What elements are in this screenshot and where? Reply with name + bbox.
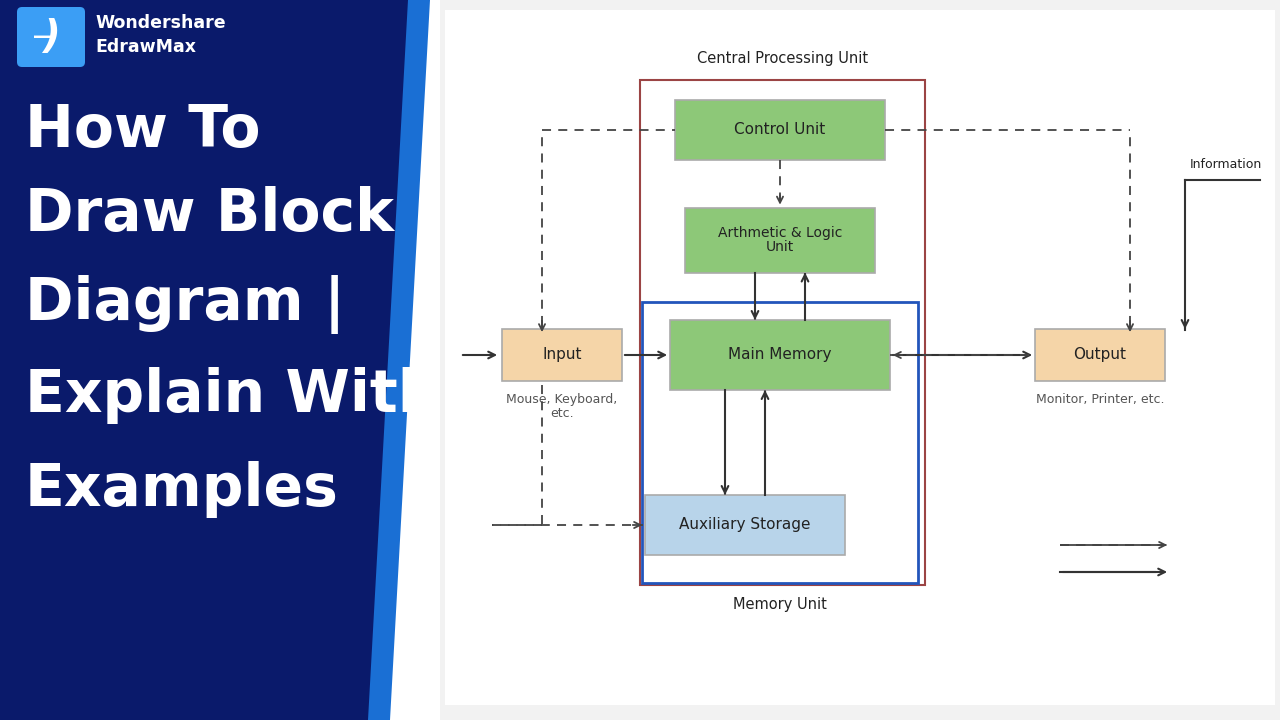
Text: Wondershare: Wondershare <box>95 14 225 32</box>
Text: How To: How To <box>26 102 261 158</box>
Bar <box>685 207 876 272</box>
Text: ): ) <box>42 18 60 56</box>
Bar <box>643 302 918 583</box>
Text: Monitor, Printer, etc.: Monitor, Printer, etc. <box>1036 393 1165 406</box>
Polygon shape <box>0 0 415 720</box>
Text: Mouse, Keyboard,: Mouse, Keyboard, <box>507 393 618 406</box>
Text: Information: Information <box>1190 158 1262 171</box>
Text: Diagram |: Diagram | <box>26 276 346 335</box>
Text: Central Processing Unit: Central Processing Unit <box>696 51 868 66</box>
Bar <box>640 80 925 585</box>
Bar <box>1036 329 1165 381</box>
Text: Output: Output <box>1074 348 1126 362</box>
Bar <box>440 0 1280 720</box>
Text: Arthmetic & Logic: Arthmetic & Logic <box>718 226 842 240</box>
Text: etc.: etc. <box>550 407 573 420</box>
Bar <box>669 320 890 390</box>
Bar <box>645 495 845 555</box>
FancyBboxPatch shape <box>17 7 84 67</box>
Text: Draw Block: Draw Block <box>26 186 394 243</box>
Text: Explain With: Explain With <box>26 366 439 423</box>
Text: —: — <box>33 27 52 47</box>
Text: Input: Input <box>543 348 581 362</box>
Bar <box>445 10 1275 705</box>
Polygon shape <box>369 0 430 720</box>
Text: Memory Unit: Memory Unit <box>733 597 827 612</box>
Text: Examples: Examples <box>26 462 339 518</box>
Bar <box>502 329 622 381</box>
Text: Unit: Unit <box>765 240 794 254</box>
Text: EdrawMax: EdrawMax <box>95 38 196 56</box>
Text: Auxiliary Storage: Auxiliary Storage <box>680 518 810 533</box>
Bar <box>675 100 884 160</box>
Text: Control Unit: Control Unit <box>735 122 826 138</box>
Text: Main Memory: Main Memory <box>728 348 832 362</box>
